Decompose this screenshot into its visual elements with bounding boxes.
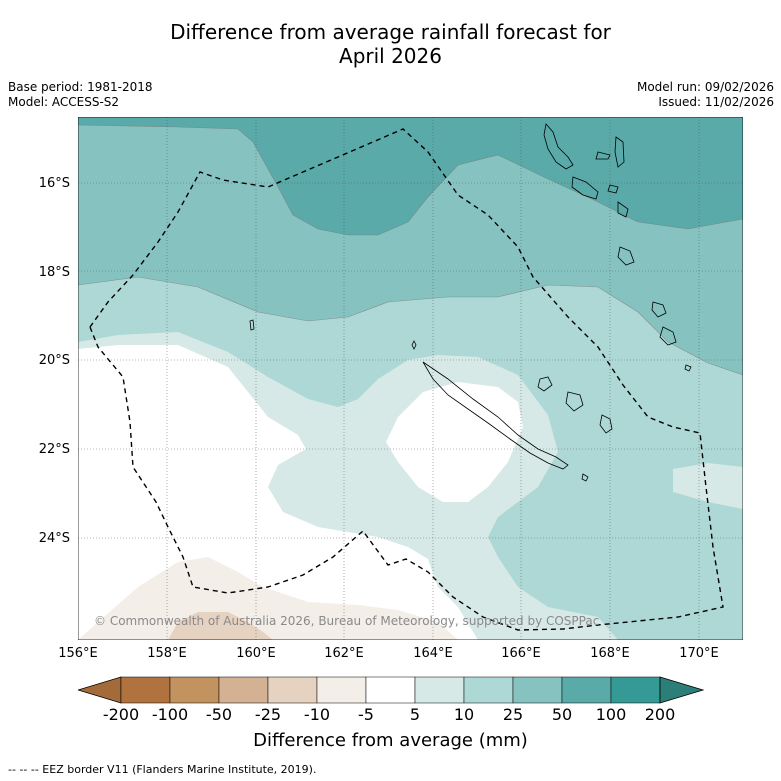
colorbar-tick-label: 100 bbox=[595, 705, 627, 724]
vanuatu-island-9 bbox=[659, 326, 677, 346]
colorbar-tick-label: -50 bbox=[205, 705, 233, 724]
colorbar-segment bbox=[218, 676, 269, 704]
vanuatu-island-7 bbox=[617, 246, 635, 266]
lon-label-168e: 168°E bbox=[590, 646, 630, 661]
issued-date: Issued: 11/02/2026 bbox=[658, 95, 774, 109]
vanuatu-island-3 bbox=[595, 151, 611, 160]
band-neutral-island bbox=[386, 382, 523, 502]
colorbar-tick-label: -10 bbox=[303, 705, 331, 724]
colorbar-segment bbox=[267, 676, 318, 704]
lat-label-16s: 16°S bbox=[38, 176, 70, 191]
loyalty-island-2 bbox=[565, 391, 584, 412]
meta-right: Model run: 09/02/2026 Issued: 11/02/2026 bbox=[637, 80, 774, 110]
vanuatu-island-4 bbox=[614, 136, 625, 168]
loyalty-island-1 bbox=[537, 376, 553, 392]
lon-label-166e: 166°E bbox=[501, 646, 541, 661]
colorbar-extend-high bbox=[659, 676, 704, 704]
loyalty-island-3 bbox=[599, 414, 613, 434]
band-minus-5-10 bbox=[78, 557, 458, 640]
colorbar-segment bbox=[414, 676, 465, 704]
model-run: Model run: 09/02/2026 bbox=[636, 80, 774, 94]
lon-label-164e: 164°E bbox=[413, 646, 453, 661]
small-island-2 bbox=[411, 340, 417, 350]
new-caledonia-island bbox=[422, 361, 569, 470]
model-name: Model: ACCESS-S2 bbox=[8, 95, 120, 109]
colorbar-segment bbox=[169, 676, 220, 704]
colorbar-tick-label: -25 bbox=[254, 705, 282, 724]
eez-legend-footer: -- -- -- EEZ border V11 (Flanders Marine… bbox=[8, 763, 317, 776]
lat-label-22s: 22°S bbox=[38, 442, 70, 457]
base-period: Base period: 1981-2018 bbox=[8, 80, 153, 94]
lon-label-170e: 170°E bbox=[679, 646, 719, 661]
vanuatu-island-8 bbox=[651, 301, 667, 318]
vanuatu-island-2 bbox=[571, 176, 599, 200]
colorbar-segment bbox=[561, 676, 612, 704]
band-minus-10-25 bbox=[168, 612, 273, 640]
vanuatu-island-1 bbox=[543, 123, 574, 170]
colorbar-tick-label: -5 bbox=[358, 705, 374, 724]
colorbar-segment bbox=[316, 676, 367, 704]
colorbar-tick-label: 25 bbox=[502, 705, 524, 724]
small-island-1 bbox=[249, 319, 255, 331]
meta-left: Base period: 1981-2018 Model: ACCESS-S2 bbox=[8, 80, 153, 110]
rainfall-map bbox=[78, 117, 743, 640]
colorbar-segment bbox=[365, 676, 416, 704]
colorbar-tick-label: 10 bbox=[453, 705, 475, 724]
lat-label-24s: 24°S bbox=[38, 531, 70, 546]
small-island-3 bbox=[581, 473, 589, 482]
colorbar-tick-label: 200 bbox=[644, 705, 676, 724]
band-10-25-east bbox=[673, 463, 743, 509]
colorbar-tick-label: -200 bbox=[102, 705, 140, 724]
colorbar-segment bbox=[463, 676, 514, 704]
title-line-1: Difference from average rainfall forecas… bbox=[170, 20, 611, 44]
colorbar-title: Difference from average (mm) bbox=[253, 730, 528, 751]
colorbar-segment bbox=[610, 676, 661, 704]
copyright-text: © Commonwealth of Australia 2026, Bureau… bbox=[94, 614, 600, 628]
lat-label-18s: 18°S bbox=[38, 265, 70, 280]
band-100-200-north bbox=[78, 117, 743, 235]
eez-border bbox=[89, 128, 724, 631]
lon-label-160e: 160°E bbox=[236, 646, 276, 661]
lon-label-158e: 158°E bbox=[147, 646, 187, 661]
colorbar-tick-label: 5 bbox=[409, 705, 421, 724]
colorbar-extend-low bbox=[78, 676, 122, 704]
vanuatu-island-5 bbox=[607, 184, 619, 194]
title-line-2: April 2026 bbox=[339, 44, 442, 68]
small-island-4 bbox=[684, 364, 692, 372]
map-title: Difference from average rainfall forecas… bbox=[0, 20, 781, 68]
colorbar bbox=[78, 676, 704, 704]
vanuatu-island-6 bbox=[617, 201, 629, 218]
colorbar-tick-label: 50 bbox=[551, 705, 573, 724]
lon-label-156e: 156°E bbox=[58, 646, 98, 661]
colorbar-segment bbox=[512, 676, 563, 704]
lat-label-20s: 20°S bbox=[38, 353, 70, 368]
colorbar-segment bbox=[120, 676, 171, 704]
colorbar-tick-label: -100 bbox=[151, 705, 189, 724]
lon-label-162e: 162°E bbox=[324, 646, 364, 661]
islands bbox=[249, 123, 692, 482]
